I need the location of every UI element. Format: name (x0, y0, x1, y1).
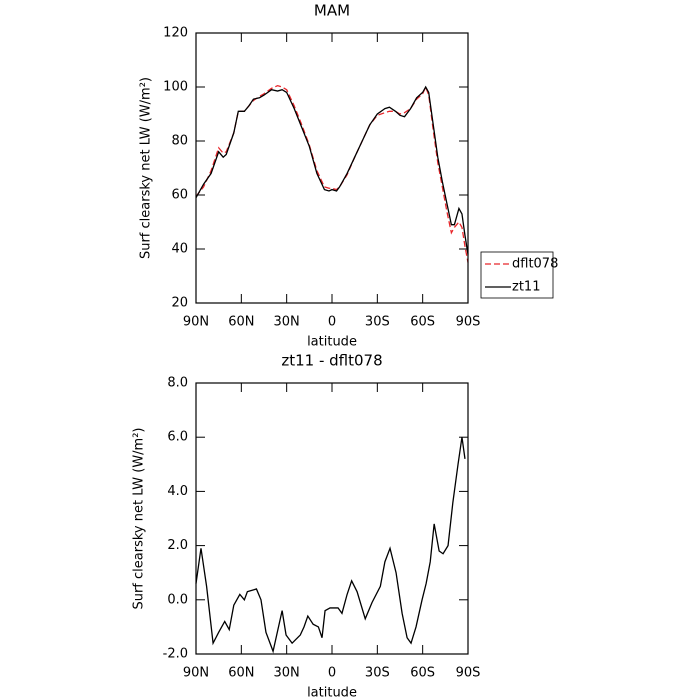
y-tick-label: 4.0 (167, 484, 188, 499)
x-tick-label: 30N (274, 666, 300, 681)
y-axis-label: Surf clearsky net LW (W/m²) (139, 77, 154, 259)
y-tick-label: 2.0 (167, 538, 188, 553)
legend-label: zt11 (512, 280, 540, 295)
y-tick-label: 80 (171, 134, 188, 149)
plot-frame (195, 32, 469, 304)
panel: zt11 - dflt078 latitude Surf clearsky net … (132, 352, 481, 700)
x-axis-label: latitude (307, 335, 357, 350)
x-tick-label: 60S (410, 666, 435, 681)
y-tick-label: 0.0 (167, 592, 188, 607)
plot-frame (195, 382, 469, 655)
legend-box (480, 251, 554, 299)
panel: MAM latitude Surf clearsky net LW (W/m²) 20… (139, 2, 559, 350)
x-tick-label: 60N (228, 315, 254, 330)
series-line (195, 84, 469, 263)
y-axis-label: Surf clearsky net LW (W/m²) (132, 427, 147, 609)
x-tick-label: 30S (365, 666, 390, 681)
y-tick-label: 6.0 (167, 430, 188, 445)
y-tick-label: 8.0 (167, 376, 188, 391)
x-tick-label: 0 (328, 315, 336, 330)
x-tick-label: 90N (183, 666, 209, 681)
chart-title: zt11 - dflt078 (281, 352, 382, 370)
x-tick-label: 90S (456, 315, 481, 330)
y-tick-label: 20 (171, 296, 188, 311)
series-line (195, 85, 469, 255)
y-tick-label: 60 (171, 188, 188, 203)
x-tick-label: 60N (228, 666, 254, 681)
x-tick-label: 60S (410, 315, 435, 330)
x-tick-label: 0 (328, 666, 336, 681)
series-line (195, 437, 466, 654)
y-tick-label: -2.0 (163, 647, 188, 662)
x-tick-label: 90N (183, 315, 209, 330)
y-tick-label: 120 (163, 26, 188, 41)
y-tick-label: 40 (171, 242, 188, 257)
x-tick-label: 30S (365, 315, 390, 330)
chart-title: MAM (314, 2, 350, 20)
x-axis-label: latitude (307, 686, 357, 700)
x-tick-label: 30N (274, 315, 300, 330)
x-tick-label: 90S (456, 666, 481, 681)
legend-label: dflt078 (512, 257, 558, 272)
y-tick-label: 100 (163, 80, 188, 95)
